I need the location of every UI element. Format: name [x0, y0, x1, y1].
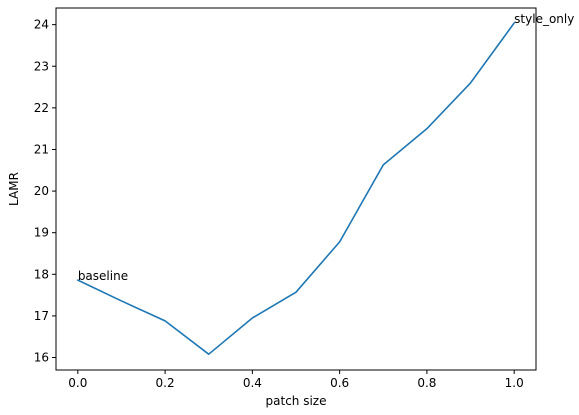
- y-tick-label: 22: [34, 101, 49, 115]
- plot-area: [55, 7, 537, 371]
- y-tick-label: 16: [34, 351, 49, 365]
- y-axis-label: LAMR: [7, 172, 21, 206]
- y-axis: 16 17 18 19 20 21 22 23 24: [34, 18, 56, 365]
- y-tick-label: 23: [34, 59, 49, 73]
- x-tick-label: 0.8: [417, 376, 436, 390]
- x-tick-label: 0.6: [330, 376, 349, 390]
- annotation-label: baseline: [78, 269, 128, 283]
- x-tick-label: 0.4: [243, 376, 262, 390]
- x-tick-label: 0.0: [68, 376, 87, 390]
- x-tick-label: 1.0: [505, 376, 524, 390]
- annotation-label: style_only: [514, 12, 574, 26]
- annotation-layer: baseline style_only: [78, 12, 575, 283]
- y-tick-label: 17: [34, 309, 49, 323]
- y-tick-label: 18: [34, 267, 49, 281]
- series-line: [77, 22, 515, 355]
- plot-border: [55, 7, 537, 371]
- y-tick-label: 20: [34, 184, 49, 198]
- y-tick-label: 19: [34, 226, 49, 240]
- x-axis: 0.0 0.2 0.4 0.6 0.8 1.0: [68, 370, 524, 390]
- y-tick-label: 21: [34, 142, 49, 156]
- y-tick-label: 24: [34, 18, 49, 32]
- x-tick-label: 0.2: [156, 376, 175, 390]
- series-layer: [77, 22, 515, 355]
- x-axis-label: patch size: [266, 394, 327, 408]
